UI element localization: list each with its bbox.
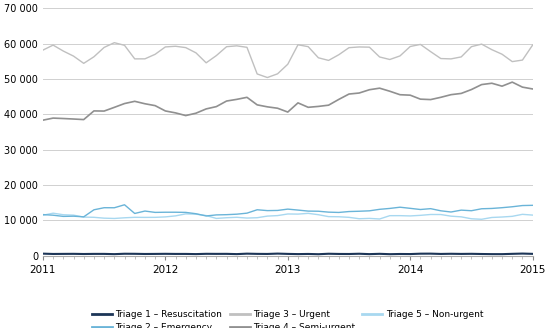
Legend: Triage 1 – Resuscitation, Triage 2 – Emergency, Triage 3 – Urgent, Triage 4 – Se: Triage 1 – Resuscitation, Triage 2 – Eme… <box>92 310 483 328</box>
